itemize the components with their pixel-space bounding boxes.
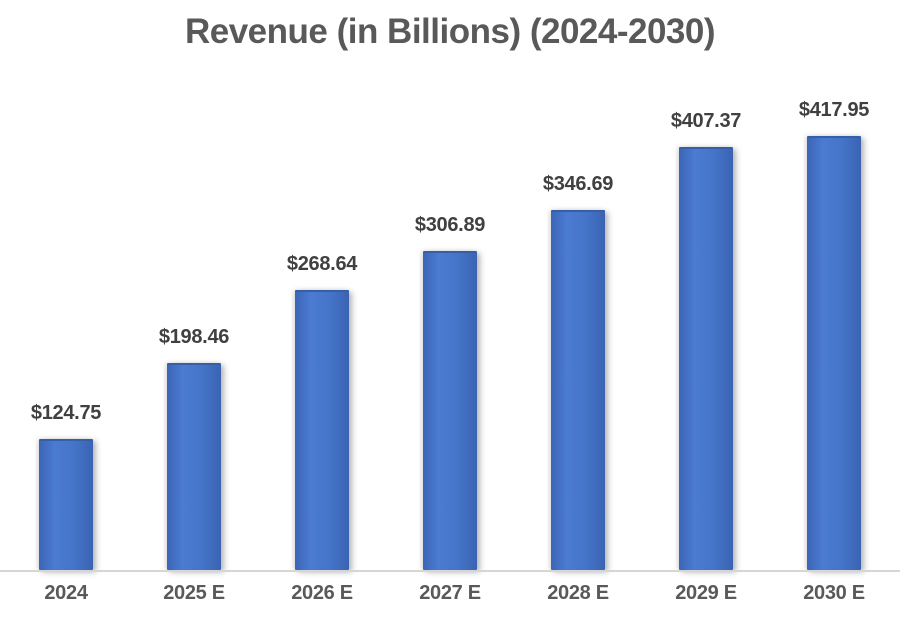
bar-value-label: $268.64 bbox=[286, 253, 358, 275]
x-axis-category-label: 2027 E bbox=[419, 582, 481, 604]
bar-value-label: $198.46 bbox=[158, 326, 230, 348]
chart-title: Revenue (in Billions) (2024-2030) bbox=[184, 12, 716, 51]
bar-2025-e bbox=[167, 363, 221, 570]
x-axis-line bbox=[0, 570, 900, 572]
x-axis-category-label: 2026 E bbox=[291, 582, 353, 604]
bar-column: $407.37 bbox=[642, 0, 770, 570]
x-axis-category-label: 2030 E bbox=[803, 582, 865, 604]
x-axis-category-label: 2024 bbox=[44, 582, 88, 604]
x-axis-category-label: 2025 E bbox=[163, 582, 225, 604]
bar-column: $124.75 bbox=[2, 0, 130, 570]
bar-value-label: $124.75 bbox=[30, 402, 102, 424]
bar-value-label: $346.69 bbox=[542, 173, 614, 195]
plot-area: $124.75 $198.46 $268.64 $306.89 $346.69 … bbox=[2, 0, 898, 570]
bar-column: $346.69 bbox=[514, 0, 642, 570]
x-axis-category-label: 2028 E bbox=[547, 582, 609, 604]
bar-column: $417.95 bbox=[770, 0, 898, 570]
bar-column: $306.89 bbox=[386, 0, 514, 570]
bar-2024 bbox=[39, 439, 93, 570]
bar-2027-e bbox=[423, 251, 477, 570]
x-axis-category-label: 2029 E bbox=[675, 582, 737, 604]
bar-value-label: $407.37 bbox=[670, 110, 742, 132]
bar-value-label: $417.95 bbox=[798, 99, 870, 121]
bar-column: $198.46 bbox=[130, 0, 258, 570]
bar-value-label: $306.89 bbox=[414, 214, 486, 236]
bar-column: $268.64 bbox=[258, 0, 386, 570]
bar-2029-e bbox=[679, 147, 733, 570]
bar-2028-e bbox=[551, 210, 605, 570]
bar-2030-e bbox=[807, 136, 861, 570]
bar-2026-e bbox=[295, 290, 349, 570]
x-axis-labels-row: 2024 2025 E 2026 E 2027 E 2028 E 2029 E … bbox=[2, 582, 898, 605]
